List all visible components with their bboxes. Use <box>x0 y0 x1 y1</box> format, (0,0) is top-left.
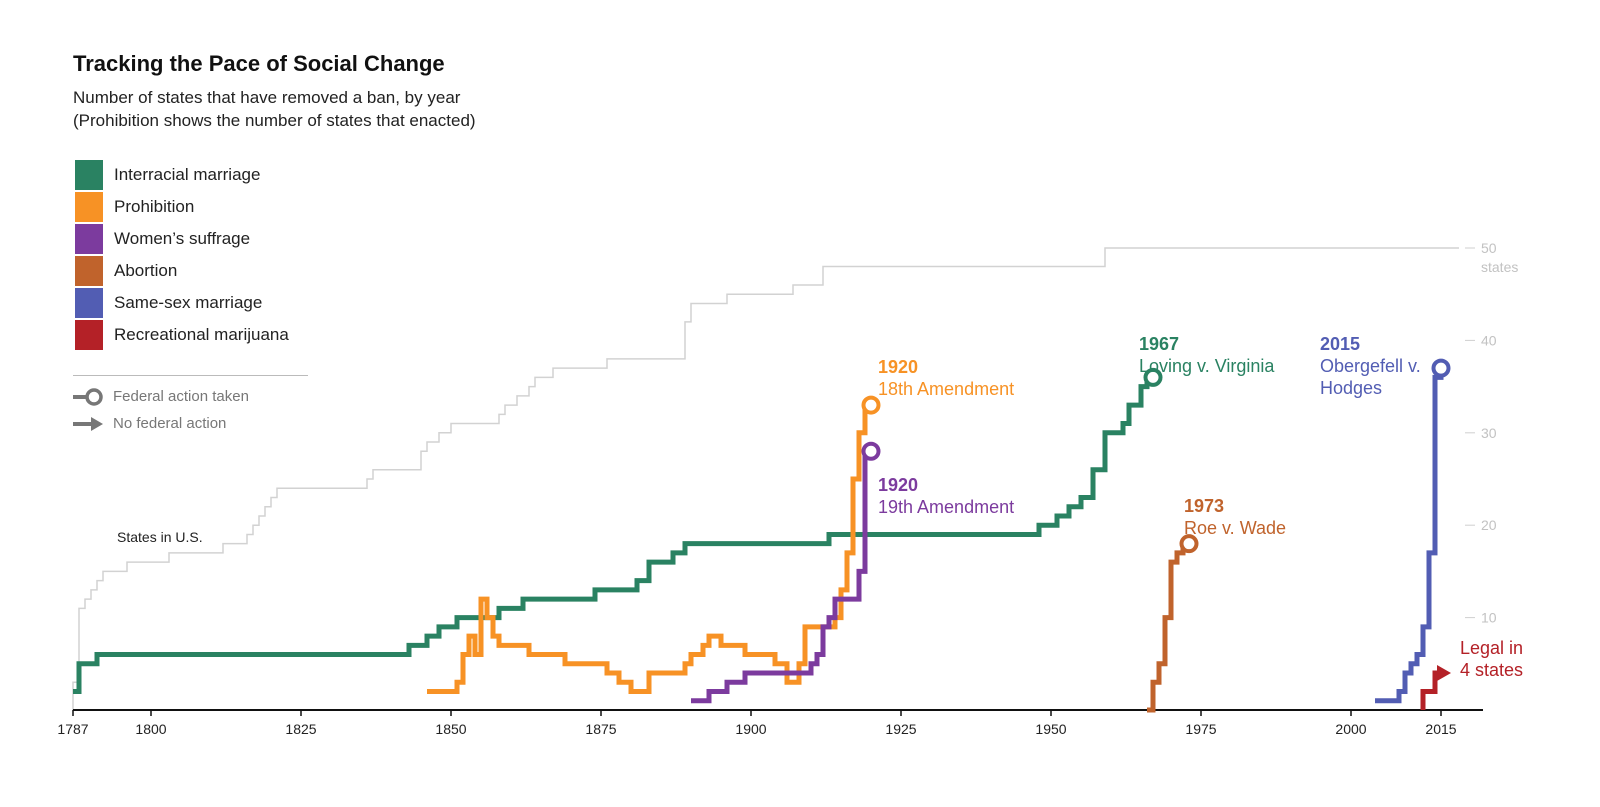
series-end-arrow-recreational-marijuana <box>1437 665 1451 682</box>
annotation-text-prohibition-0: 18th Amendment <box>878 379 1014 399</box>
y-tick-label-10: 10 <box>1481 610 1497 626</box>
series-abortion <box>1147 534 1199 713</box>
annotation-year-abortion: 1973 <box>1184 496 1224 516</box>
legend-label-same-sex-marriage: Same-sex marriage <box>114 293 263 312</box>
key-federal-action-label: Federal action taken <box>113 388 249 405</box>
y-tick-label-50: 50 <box>1481 240 1497 256</box>
series-end-marker-abortion <box>1179 534 1199 554</box>
x-tick-label-1825: 1825 <box>285 721 316 737</box>
legend-label-recreational-marijuana: Recreational marijuana <box>114 325 289 344</box>
legend-divider <box>73 375 308 376</box>
series-line-prohibition <box>427 402 871 695</box>
legend-label-interracial-marriage: Interracial marriage <box>114 165 261 184</box>
key-no-federal-action: No federal action <box>73 415 313 435</box>
x-tick-label-1787: 1787 <box>57 721 88 737</box>
x-tick-label-2015: 2015 <box>1425 721 1456 737</box>
legend-swatch-abortion <box>75 256 103 286</box>
annotation-text-recreational-marijuana-0: Legal in <box>1460 638 1523 658</box>
reference-layer: States in U.S. <box>72 247 1459 710</box>
y-unit-label: states <box>1481 259 1518 275</box>
annotation-text-same-sex-marriage-0: Obergefell v. <box>1320 356 1421 376</box>
series-line-interracial-marriage <box>73 374 1153 695</box>
x-tick-label-2000: 2000 <box>1335 721 1366 737</box>
chart-subtitle-line-1: Number of states that have removed a ban… <box>73 88 461 107</box>
annotation-text-abortion-0: Roe v. Wade <box>1184 518 1286 538</box>
circle-end-icon <box>73 388 103 406</box>
legend-label-prohibition: Prohibition <box>114 197 195 216</box>
key-no-federal-action-label: No federal action <box>113 415 227 432</box>
annotation-year-prohibition: 1920 <box>878 357 918 377</box>
annotation-year-interracial-marriage: 1967 <box>1139 334 1179 354</box>
x-tick-label-1925: 1925 <box>885 721 916 737</box>
y-tick-label-20: 20 <box>1481 517 1497 533</box>
arrow-end-icon <box>73 417 103 431</box>
x-tick-label-1850: 1850 <box>435 721 466 737</box>
series-layer <box>73 358 1451 713</box>
annotation-text-recreational-marijuana-1: 4 states <box>1460 660 1523 680</box>
x-tick-label-1875: 1875 <box>585 721 616 737</box>
series-interracial-marriage <box>73 367 1163 695</box>
x-tick-label-1950: 1950 <box>1035 721 1066 737</box>
chart-subtitle-line-2: (Prohibition shows the number of states … <box>73 111 476 130</box>
annotation-text-same-sex-marriage-1: Hodges <box>1320 378 1382 398</box>
legend-swatch-womens-suffrage <box>75 224 103 254</box>
states-in-us-label: States in U.S. <box>117 529 203 545</box>
annotation-text-interracial-marriage-0: Loving v. Virginia <box>1139 356 1275 376</box>
legend-swatch-same-sex-marriage <box>75 288 103 318</box>
series-line-women-s-suffrage <box>691 448 871 704</box>
series-end-marker-interracial-marriage <box>1143 367 1163 387</box>
series-line-same-sex-marriage <box>1375 368 1444 704</box>
legend-swatch-prohibition <box>75 192 103 222</box>
chart-title: Tracking the Pace of Social Change <box>73 51 445 76</box>
x-tick-label-1900: 1900 <box>735 721 766 737</box>
legend-label-womens-suffrage: Women’s suffrage <box>114 229 251 248</box>
y-tick-label-40: 40 <box>1481 332 1497 348</box>
series-end-marker-same-sex-marriage <box>1431 358 1451 378</box>
key-federal-action: Federal action taken <box>73 388 313 408</box>
series-line-abortion <box>1147 541 1189 713</box>
legend-swatch-interracial-marriage <box>75 160 103 190</box>
legend-label-abortion: Abortion <box>114 261 178 280</box>
series-same-sex-marriage <box>1375 358 1451 704</box>
series-recreational-marijuana <box>1420 665 1451 710</box>
annotation-year-same-sex-marriage: 2015 <box>1320 334 1360 354</box>
x-tick-label-1800: 1800 <box>135 721 166 737</box>
series-end-marker-prohibition <box>861 395 881 415</box>
series-women-s-suffrage <box>691 441 881 704</box>
axes-layer: 1787 1800 1825 1850 1875 1900 1925 1950 1975 2000… <box>57 240 1518 737</box>
legend-swatch-recreational-marijuana <box>75 320 103 350</box>
x-tick-label-1975: 1975 <box>1185 721 1216 737</box>
y-tick-label-30: 30 <box>1481 425 1497 441</box>
annotation-text-women-s-suffrage-0: 19th Amendment <box>878 497 1014 517</box>
series-end-marker-women-s-suffrage <box>861 441 881 461</box>
states-in-us-line <box>72 247 1459 710</box>
annotation-year-women-s-suffrage: 1920 <box>878 475 918 495</box>
